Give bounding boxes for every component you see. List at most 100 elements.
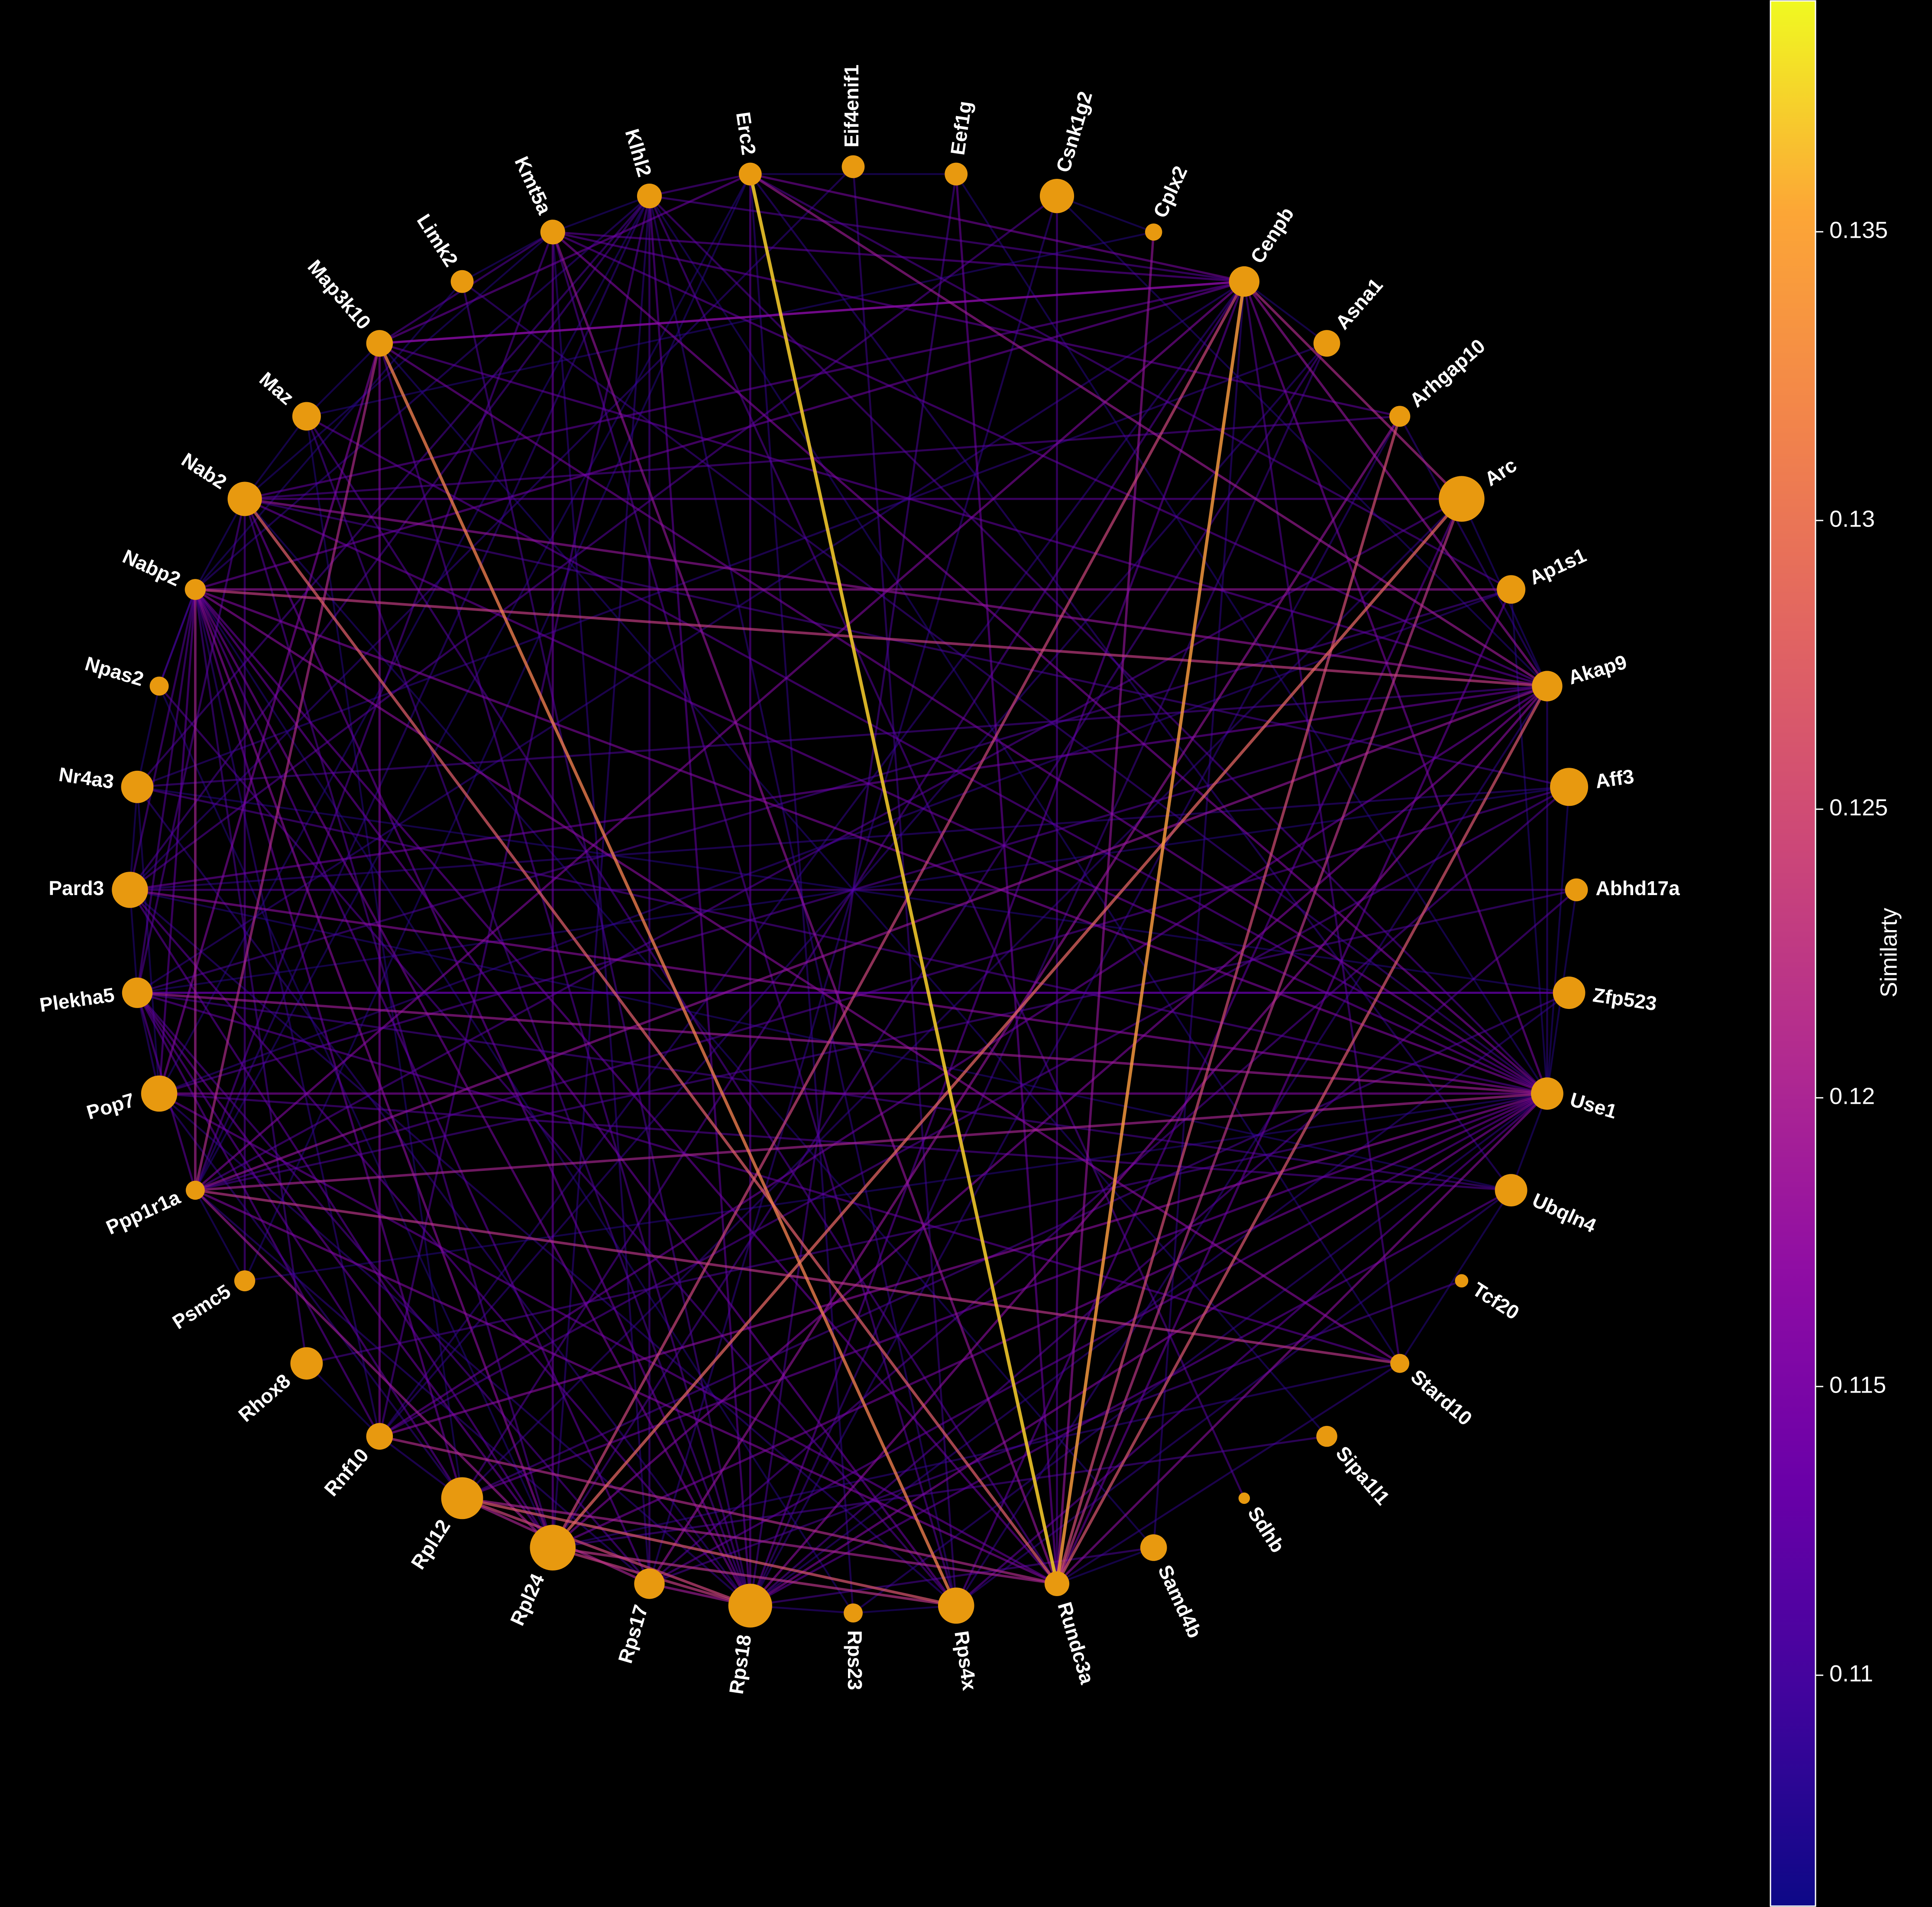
- node-Pard3[interactable]: [112, 872, 148, 908]
- node-Rpl12[interactable]: [441, 1477, 483, 1519]
- node-Zfp523[interactable]: [1553, 976, 1586, 1009]
- node-Aff3[interactable]: [1550, 768, 1588, 806]
- edge-Akap9-Kmt5a: [552, 231, 1548, 687]
- node-Rps23[interactable]: [844, 1603, 863, 1623]
- node-Rundc3a[interactable]: [1044, 1571, 1070, 1596]
- node-Rpl24[interactable]: [530, 1525, 576, 1571]
- node-Use1[interactable]: [1531, 1077, 1563, 1110]
- node-Csnk1g2[interactable]: [1039, 179, 1074, 213]
- node-Npas2[interactable]: [149, 676, 169, 696]
- edge-Arc-Rpl24: [551, 498, 1463, 1549]
- edge-Arhgap10-Rundc3a: [1055, 416, 1401, 1584]
- edge-Nabp2-Akap9: [195, 588, 1547, 688]
- edge-Use1-Rnf10: [379, 1092, 1548, 1438]
- node-Plekha5[interactable]: [122, 977, 153, 1008]
- edge-Eef1g-Use1: [955, 173, 1548, 1094]
- edge-Arc-Rps4x: [955, 498, 1463, 1606]
- edge-Cenpb-Nabp2: [195, 280, 1245, 591]
- edge-Use1-Rps18: [749, 1092, 1548, 1607]
- node-Psmc5[interactable]: [234, 1270, 256, 1292]
- node-Nr4a3[interactable]: [121, 770, 154, 803]
- edge-Use1-Maz: [306, 415, 1548, 1095]
- node-Arc[interactable]: [1439, 476, 1485, 522]
- edge-Rpl12-Arc: [461, 498, 1463, 1499]
- edge-Ppp1r1a-Klhl2: [194, 195, 650, 1191]
- edge-Cenpb-Klhl2: [649, 195, 1245, 283]
- node-Eif4enif1[interactable]: [841, 155, 865, 178]
- node-Limk2[interactable]: [450, 270, 474, 293]
- edge-Rps17-Plekha5: [136, 992, 650, 1584]
- node-Rps17[interactable]: [634, 1568, 665, 1599]
- node-Rhox8[interactable]: [290, 1347, 323, 1380]
- edge-Nabp2-Klhl2: [194, 195, 650, 590]
- edge-Pop7-Rpl12: [158, 1093, 463, 1499]
- edge-Maz-Map3k10: [306, 343, 380, 417]
- colorbar-ticks: 0.11 0.115 0.12 0.125 0.13 0.135: [1815, 217, 1888, 1687]
- edge-Klhl2-Erc2: [649, 173, 751, 197]
- edge-Nabp2-Rpl24: [194, 589, 554, 1548]
- edge-Ppp1r1a-Use1: [195, 1092, 1547, 1192]
- edge-Rpl12-Maz: [305, 416, 463, 1499]
- node-Ppp1r1a[interactable]: [185, 1180, 205, 1200]
- node-Ap1s1[interactable]: [1497, 575, 1526, 604]
- edge-Kmt5a-Cenpb: [553, 231, 1245, 283]
- edge-Akap9-Rpl24: [552, 685, 1548, 1549]
- edge-Samd4b-Nab2: [244, 498, 1155, 1548]
- node-Maz[interactable]: [292, 402, 321, 431]
- node-Samd4b[interactable]: [1140, 1534, 1167, 1561]
- node-Stard10[interactable]: [1390, 1354, 1410, 1373]
- colorbar-tick-label: 0.12: [1829, 1083, 1875, 1109]
- node-Sipa1l1[interactable]: [1316, 1425, 1337, 1447]
- edge-Map3k10-Use1: [379, 342, 1548, 1095]
- edge-Limk2-Use1: [461, 281, 1548, 1095]
- node-Nabp2[interactable]: [184, 579, 206, 600]
- node-Arhgap10[interactable]: [1389, 406, 1411, 427]
- node-Ubqln4[interactable]: [1495, 1174, 1527, 1207]
- edge-Rhox8-Nabp2: [194, 589, 308, 1364]
- edge-Aff3-Use1: [1546, 787, 1570, 1094]
- node-Erc2[interactable]: [738, 162, 762, 186]
- node-label-Rps23: Rps23: [844, 1630, 866, 1690]
- edge-Stard10-Klhl2: [648, 195, 1401, 1364]
- edge-Rhox8-Use1: [306, 1092, 1547, 1364]
- node-Rnf10[interactable]: [366, 1423, 393, 1450]
- edge-Aff3-Pard3: [129, 786, 1570, 891]
- colorbar-gradient: [1770, 0, 1816, 1907]
- edge-Nr4a3-Akap9: [137, 685, 1547, 788]
- edge-Map3k10-Cenpb: [379, 280, 1245, 345]
- edge-Samd4b-Rps18: [750, 1546, 1154, 1607]
- node-Sdhb[interactable]: [1238, 1492, 1250, 1504]
- node-Pop7[interactable]: [141, 1075, 178, 1112]
- node-label-Pard3: Pard3: [49, 877, 104, 899]
- edge-Tcf20-Rps17: [649, 1280, 1462, 1585]
- node-Map3k10[interactable]: [366, 330, 393, 357]
- node-Cplx2[interactable]: [1145, 223, 1162, 241]
- edge-Abhd17a-Ppp1r1a: [195, 889, 1577, 1191]
- edge-Kmt5a-Klhl2: [552, 195, 650, 233]
- edge-Rundc3a-Maz: [305, 416, 1058, 1584]
- edge-Eif4enif1-Pard3: [129, 166, 854, 891]
- node-Klhl2[interactable]: [637, 184, 662, 209]
- node-Abhd17a[interactable]: [1565, 878, 1588, 902]
- colorbar-tick-label: 0.125: [1829, 795, 1888, 821]
- node-Rps4x[interactable]: [938, 1587, 974, 1624]
- node-Tcf20[interactable]: [1455, 1274, 1469, 1288]
- edge-Arc-Ppp1r1a: [194, 498, 1463, 1191]
- node-Rps18[interactable]: [728, 1584, 772, 1628]
- node-Eef1g[interactable]: [945, 162, 968, 186]
- node-Nab2[interactable]: [227, 482, 262, 516]
- node-Akap9[interactable]: [1532, 671, 1563, 701]
- edge-Ppp1r1a-Rps17: [194, 1189, 650, 1585]
- edge-Rps18-Nab2: [243, 498, 751, 1606]
- edge-Rnf10-Plekha5: [136, 992, 381, 1437]
- edge-Rpl12-Rps4x: [462, 1497, 957, 1607]
- node-Asna1[interactable]: [1313, 330, 1340, 357]
- node-Kmt5a[interactable]: [540, 220, 565, 245]
- edge-Rpl12-Nabp2: [194, 589, 463, 1499]
- node-Cenpb[interactable]: [1229, 266, 1260, 297]
- edge-Use1-Rpl24: [552, 1092, 1548, 1549]
- edge-Rnf10-Rundc3a: [379, 1435, 1058, 1585]
- edge-Rpl24-Klhl2: [552, 196, 650, 1548]
- edge-Psmc5-Erc2: [244, 174, 751, 1281]
